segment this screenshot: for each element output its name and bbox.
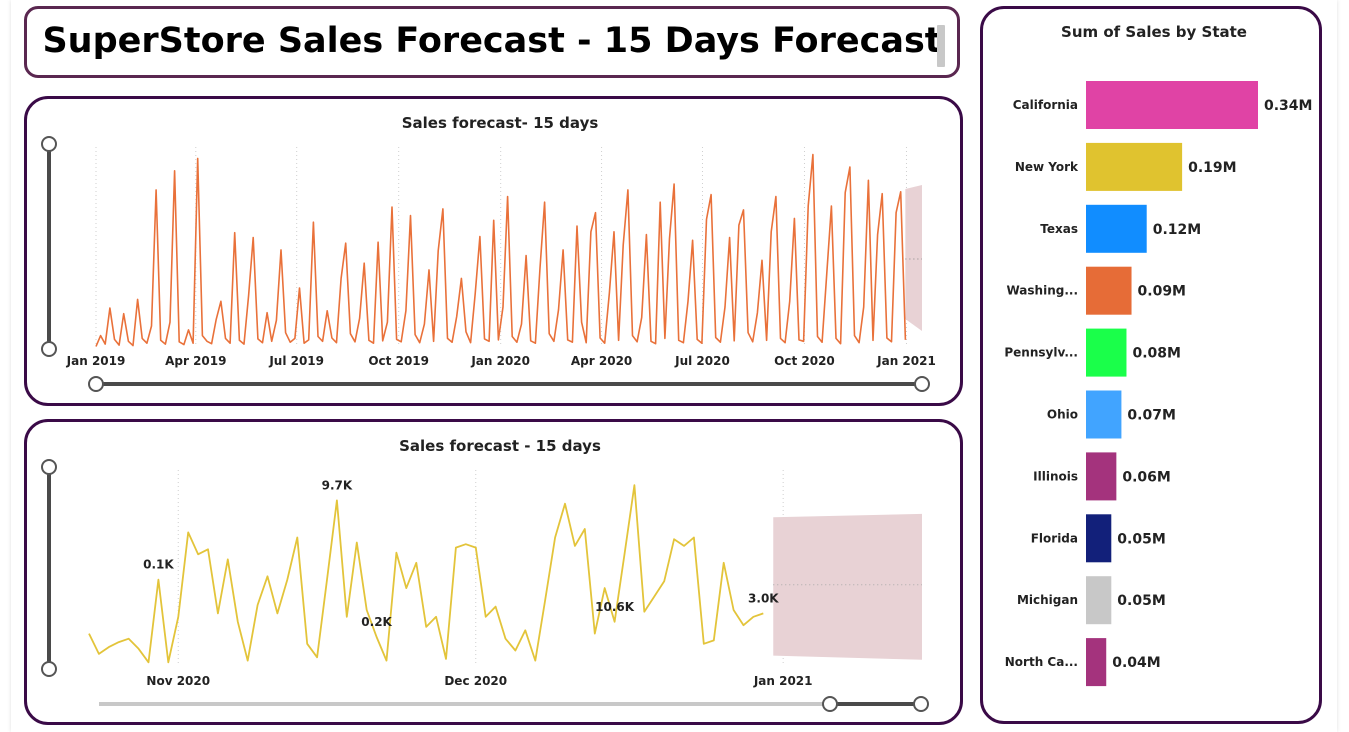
sales-forecast-short-card: Sales forecast - 15 days Nov 2020 Dec 2020… [24,419,963,725]
x-tick-label: Apr 2020 [571,354,632,368]
chart-title: Sum of Sales by State [1061,23,1247,41]
sales-forecast-long-card: Sales forecast- 15 days Jan 2019 Apr 2019 J… [24,96,963,406]
category-label: North Ca... [1005,655,1078,669]
chart-title: Sales forecast- 15 days [402,114,599,132]
bar[interactable] [1086,142,1183,191]
bar[interactable] [1086,390,1122,439]
vertical-slider-bottom-handle[interactable] [41,661,57,677]
x-tick-label: Jan 2019 [66,354,126,368]
value-label: 0.34M [1264,98,1312,114]
x-tick-label: Jan 2021 [876,354,936,368]
title-card: SuperStore Sales Forecast - 15 Days Fore… [24,6,960,78]
category-label: Pennsylv... [1004,346,1078,360]
horizontal-slider-left-handle[interactable] [822,696,838,712]
x-tick-label: Jan 2020 [470,354,530,368]
x-tick-label: Jul 2020 [674,354,730,368]
data-label: 3.0K [748,591,779,605]
value-label: 0.05M [1117,593,1165,609]
vertical-slider-top-handle[interactable] [41,459,57,475]
category-label: Washing... [1006,284,1078,298]
vertical-slider-bottom-handle[interactable] [41,341,57,357]
category-label: New York [1015,160,1079,174]
data-label: 10.6K [595,600,635,614]
category-label: California [1013,98,1078,112]
bar[interactable] [1086,576,1112,625]
sales-line [95,153,907,347]
x-tick-label: Nov 2020 [146,674,210,688]
x-tick-label: Jul 2019 [268,354,324,368]
value-label: 0.05M [1117,531,1165,547]
x-tick-label: Oct 2020 [774,354,835,368]
value-label: 0.19M [1188,160,1236,176]
value-label: 0.04M [1112,655,1160,671]
x-tick-label: Jan 2021 [753,674,813,688]
sales-forecast-short-chart: Sales forecast - 15 days Nov 2020 Dec 2020… [41,437,929,712]
x-tick-label: Apr 2019 [165,354,226,368]
vertical-slider-top-handle[interactable] [41,136,57,152]
data-label: 0.2K [361,615,392,629]
bar[interactable] [1086,204,1147,253]
value-label: 0.12M [1153,222,1201,238]
page-title: SuperStore Sales Forecast - 15 Days Fore… [42,21,942,61]
category-label: Florida [1031,531,1078,545]
sales-by-state-card: Sum of Sales by State California 0.34M New … [980,6,1322,724]
data-label: 9.7K [322,478,353,492]
forecast-band [905,185,922,331]
horizontal-slider-right-handle[interactable] [913,696,929,712]
sales-by-state-chart: Sum of Sales by State California 0.34M New … [1004,23,1312,687]
value-label: 0.07M [1127,408,1175,424]
title-scrollbar[interactable] [937,25,945,67]
category-label: Michigan [1017,593,1078,607]
x-tick-label: Dec 2020 [444,674,507,688]
forecast-band [773,513,922,660]
bar[interactable] [1086,328,1127,377]
value-label: 0.09M [1138,284,1186,300]
bar[interactable] [1086,266,1132,315]
category-label: Texas [1040,222,1078,236]
value-label: 0.06M [1122,469,1170,485]
bar[interactable] [1086,81,1258,129]
horizontal-slider-right-handle[interactable] [914,376,930,392]
sales-forecast-long-chart: Sales forecast- 15 days Jan 2019 Apr 2019 J… [41,114,936,392]
bar[interactable] [1086,638,1107,687]
horizontal-slider-left-handle[interactable] [88,376,104,392]
bar[interactable] [1086,452,1117,501]
data-label: 0.1K [143,558,174,572]
category-label: Illinois [1033,469,1078,483]
chart-title: Sales forecast - 15 days [399,437,601,455]
value-label: 0.08M [1132,346,1180,362]
x-tick-label: Oct 2019 [368,354,429,368]
bar[interactable] [1086,514,1112,563]
category-label: Ohio [1047,408,1078,422]
sales-line [88,484,764,664]
